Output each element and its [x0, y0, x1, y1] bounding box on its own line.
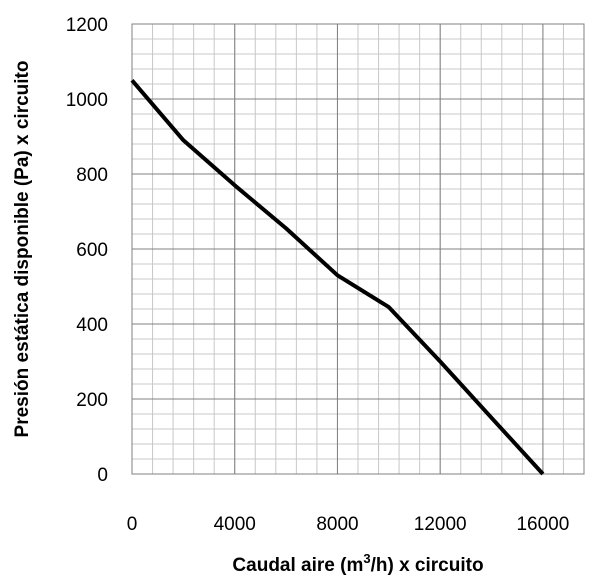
x-tick-label: 12000 [414, 514, 467, 535]
y-tick-label: 1000 [66, 90, 108, 111]
series-line [130, 78, 545, 476]
y-tick-label: 200 [76, 390, 108, 411]
y-tick-label: 400 [76, 315, 108, 336]
x-tick-label: 8000 [316, 514, 358, 535]
x-tick-label: 0 [127, 514, 138, 535]
x-axis-title: Caudal aire (m3/h) x circuito [232, 551, 483, 576]
x-tick-labels: 0 4000 8000 12000 16000 [127, 514, 570, 535]
y-tick-labels: 0 200 400 600 800 1000 1200 [66, 15, 108, 486]
y-axis-title: Presión estática disponible (Pa) x circu… [12, 61, 33, 438]
x-axis-title-rest: /h) x circuito [371, 555, 484, 576]
x-tick-label: 4000 [214, 514, 256, 535]
series-layer [130, 78, 545, 476]
plot-frame [131, 23, 585, 475]
x-tick-label: 16000 [516, 514, 569, 535]
y-tick-label: 600 [76, 240, 108, 261]
y-tick-label: 1200 [66, 15, 108, 36]
x-axis-title-superscript: 3 [363, 551, 370, 566]
y-tick-label: 0 [97, 465, 108, 486]
x-axis-title-main: Caudal aire (m [232, 555, 363, 576]
y-tick-label: 800 [76, 165, 108, 186]
